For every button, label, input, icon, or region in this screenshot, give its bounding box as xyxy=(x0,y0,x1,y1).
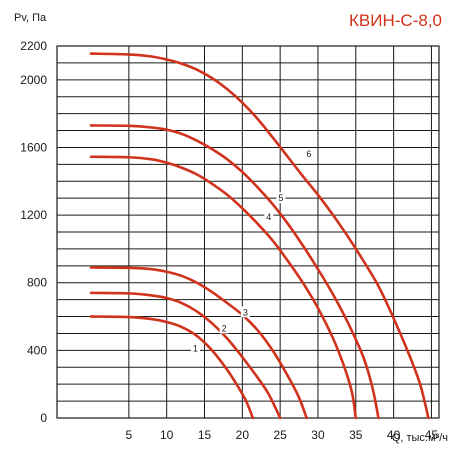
series-label-bg-4 xyxy=(264,210,274,222)
y-tick-label: 1600 xyxy=(20,140,47,154)
x-tick-label: 25 xyxy=(273,428,287,442)
y-tick-label: 2000 xyxy=(20,73,47,87)
x-axis-title: Q, тыс.м³/ч xyxy=(392,432,448,444)
x-tick-label: 5 xyxy=(126,428,133,442)
series-label-6: 6 xyxy=(306,149,311,159)
series-label-bg-3 xyxy=(240,306,250,318)
x-tick-label: 35 xyxy=(349,428,363,442)
y-tick-label: 800 xyxy=(27,276,47,290)
series-label-3: 3 xyxy=(243,307,248,317)
series-label-bg-2 xyxy=(219,322,229,334)
series-label-5: 5 xyxy=(278,193,283,203)
series-line-6 xyxy=(89,52,430,420)
series-line-3 xyxy=(89,266,308,420)
chart-title: КВИН-С-8,0 xyxy=(349,11,442,30)
y-axis-title: Pv, Па xyxy=(14,12,47,24)
x-tick-label: 15 xyxy=(198,428,212,442)
series-line-5 xyxy=(89,124,380,420)
x-tick-label: 40 xyxy=(387,428,401,442)
y-tick-label: 0 xyxy=(40,411,47,425)
x-tick-label: 30 xyxy=(311,428,325,442)
series-label-1: 1 xyxy=(193,344,198,354)
series-label-bg-1 xyxy=(190,342,200,354)
series-label-2: 2 xyxy=(222,323,227,333)
series-line-4 xyxy=(89,155,358,420)
series-label-4: 4 xyxy=(266,212,271,222)
series-label-bg-6 xyxy=(304,148,314,160)
y-tick-label: 400 xyxy=(27,343,47,357)
x-tick-label: 45 xyxy=(425,428,439,442)
x-tick-label: 10 xyxy=(160,428,174,442)
series-label-bg-5 xyxy=(276,192,286,204)
y-tick-label: 1200 xyxy=(20,208,47,222)
series-line-2 xyxy=(89,291,282,420)
grid xyxy=(57,45,439,419)
x-tick-label: 20 xyxy=(236,428,250,442)
series-line-1 xyxy=(89,315,255,420)
y-tick-label: 2200 xyxy=(20,39,47,53)
curve-labels: 1 2 3 45 6 xyxy=(190,148,314,354)
plot-frame xyxy=(56,45,440,419)
curves xyxy=(89,52,430,420)
